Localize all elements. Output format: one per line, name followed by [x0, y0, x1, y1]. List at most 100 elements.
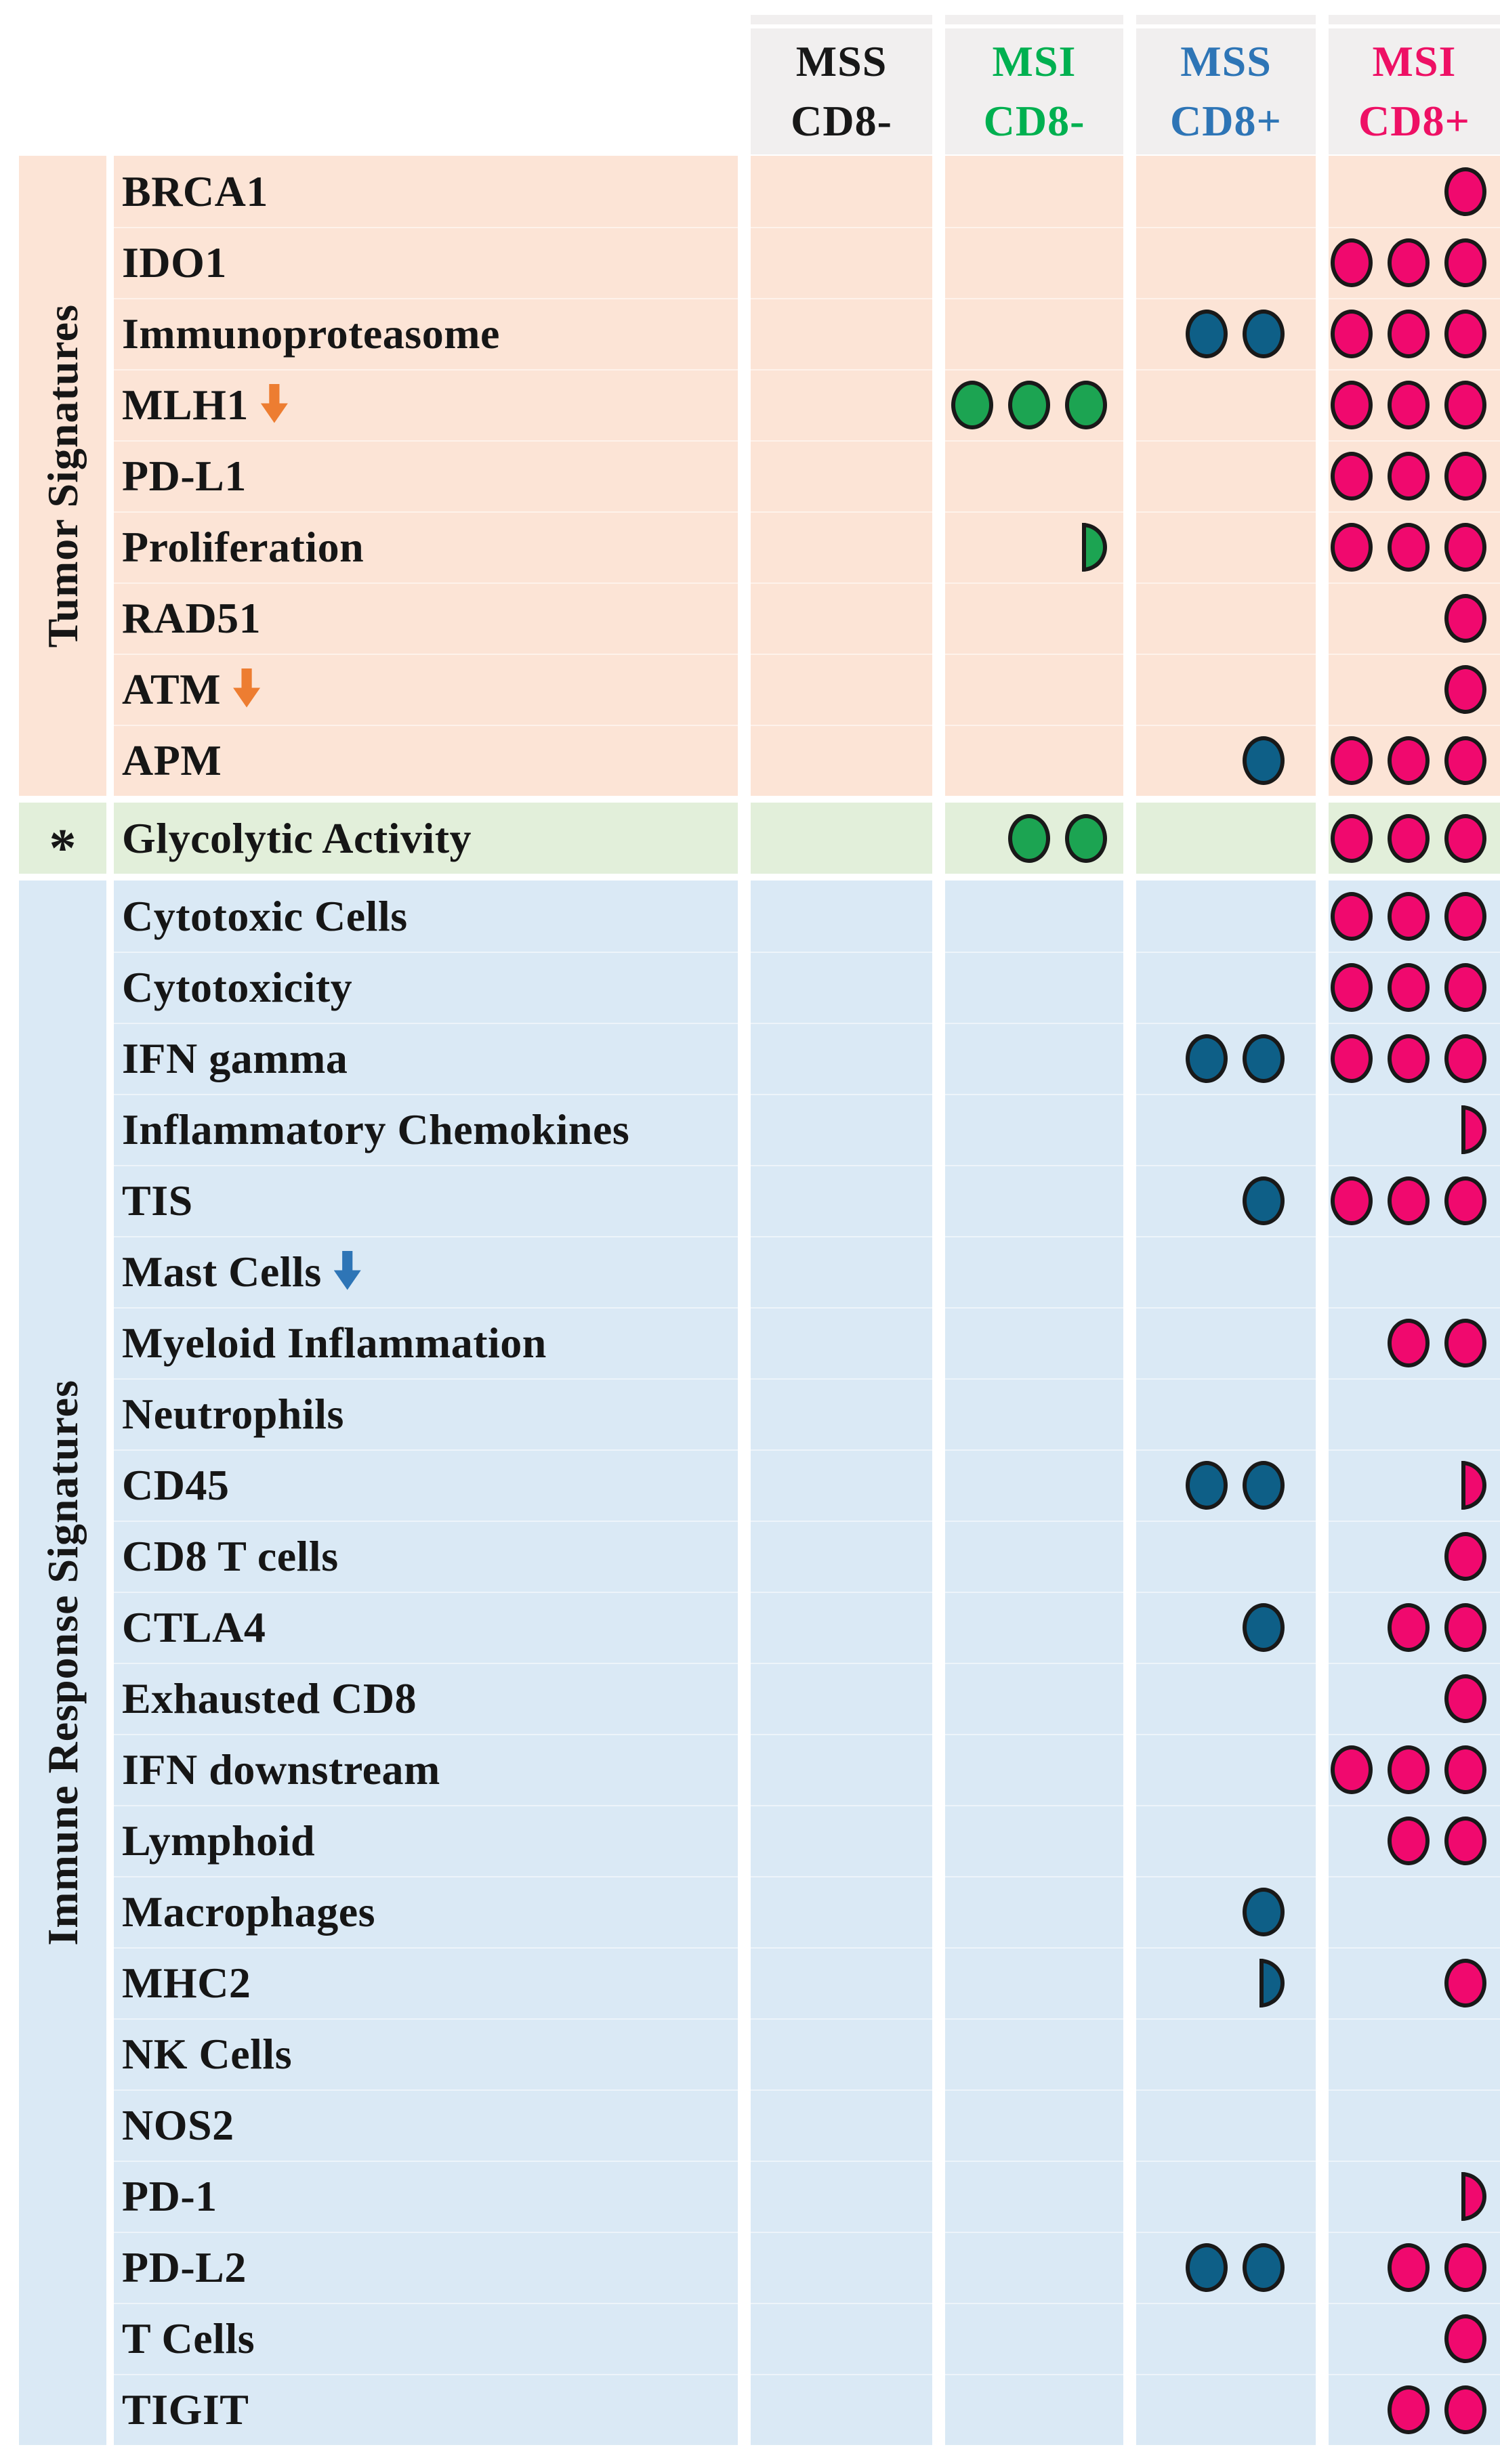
- matrix-cell-mss-cd8pos: [1136, 1236, 1316, 1307]
- row-label-text: Proliferation: [122, 522, 364, 571]
- significance-dot: [1388, 1318, 1430, 1367]
- column-header-line1: MSS: [1180, 37, 1272, 85]
- matrix-cell-mss-cd8pos: [1136, 2232, 1316, 2303]
- matrix-cell-mss-cd8neg: [751, 369, 932, 440]
- row-label: Exhausted CD8: [114, 1663, 738, 1734]
- matrix-cell-mss-cd8neg: [751, 2161, 932, 2232]
- signature-row: PD-L1: [114, 440, 1500, 511]
- matrix-cell-msi-cd8neg: [945, 2232, 1123, 2303]
- matrix-cell-msi-cd8pos: [1329, 156, 1500, 227]
- matrix-cell-msi-cd8pos: [1329, 1449, 1500, 1521]
- row-label: NOS2: [114, 2089, 738, 2161]
- matrix-cell-mss-cd8neg: [751, 725, 932, 796]
- column-header-line2: CD8-: [983, 97, 1085, 145]
- signature-row: APM: [114, 725, 1500, 796]
- matrix-cell-mss-cd8pos: [1136, 1521, 1316, 1592]
- row-label: TIGIT: [114, 2374, 738, 2445]
- significance-dot: [1388, 891, 1430, 941]
- matrix-cell-mss-cd8pos: [1136, 1023, 1316, 1094]
- significance-dot: [1243, 1176, 1285, 1225]
- matrix-cell-mss-cd8neg: [751, 511, 932, 582]
- matrix-cell-msi-cd8neg: [945, 1236, 1123, 1307]
- matrix-cell-msi-cd8neg: [945, 952, 1123, 1023]
- matrix-cell-msi-cd8pos: [1329, 880, 1500, 952]
- significance-dot: [1186, 1460, 1228, 1510]
- significance-dot: [1388, 1176, 1430, 1225]
- half-significance-dot: [1461, 1460, 1486, 1510]
- matrix-cell-mss-cd8neg: [751, 1734, 932, 1805]
- significance-dot: [1388, 1816, 1430, 1865]
- signature-row: Mast Cells: [114, 1236, 1500, 1307]
- row-label-text: T Cells: [122, 2314, 255, 2362]
- signature-row: T Cells: [114, 2303, 1500, 2374]
- matrix-cell-mss-cd8neg: [751, 1236, 932, 1307]
- matrix-cell-msi-cd8neg: [945, 654, 1123, 725]
- significance-dot: [1388, 962, 1430, 1012]
- row-label-text: TIGIT: [122, 2385, 249, 2434]
- matrix-cell-mss-cd8neg: [751, 582, 932, 654]
- row-label-text: Inflammatory Chemokines: [122, 1105, 630, 1153]
- row-label: CD8 T cells: [114, 1521, 738, 1592]
- significance-dot: [1444, 593, 1486, 643]
- row-label-text: Myeloid Inflammation: [122, 1318, 547, 1367]
- row-label: Glycolytic Activity: [114, 803, 738, 874]
- matrix-cell-mss-cd8pos: [1136, 1307, 1316, 1378]
- matrix-cell-msi-cd8neg: [945, 1592, 1123, 1663]
- significance-dot: [1444, 736, 1486, 785]
- group-label-immune-response-signatures: Immune Response Signatures: [38, 1380, 87, 1946]
- column-header-mss-cd8pos: MSS CD8+: [1136, 15, 1316, 154]
- matrix-cell-mss-cd8pos: [1136, 1805, 1316, 1876]
- column-header-line2: CD8+: [1170, 97, 1282, 145]
- matrix-cell-msi-cd8neg: [945, 2018, 1123, 2089]
- matrix-cell-msi-cd8pos: [1329, 298, 1500, 369]
- row-label-text: CD8 T cells: [122, 1531, 339, 1580]
- matrix-cell-msi-cd8pos: [1329, 1165, 1500, 1236]
- row-label-text: TIS: [122, 1176, 193, 1225]
- row-label: T Cells: [114, 2303, 738, 2374]
- significance-dot: [1388, 309, 1430, 358]
- row-label: Macrophages: [114, 1876, 738, 1947]
- matrix-cell-mss-cd8neg: [751, 654, 932, 725]
- row-label-text: PD-1: [122, 2171, 217, 2220]
- section-gap: [114, 796, 1500, 803]
- matrix-cell-msi-cd8neg: [945, 227, 1123, 298]
- signature-row: PD-L2: [114, 2232, 1500, 2303]
- matrix-cell-mss-cd8pos: [1136, 156, 1316, 227]
- significance-dot: [1243, 2243, 1285, 2292]
- signature-row: NOS2: [114, 2089, 1500, 2161]
- matrix-cell-msi-cd8neg: [945, 2089, 1123, 2161]
- significance-dot: [1444, 1674, 1486, 1723]
- significance-dot: [1444, 664, 1486, 714]
- matrix-cell-msi-cd8pos: [1329, 803, 1500, 874]
- matrix-cell-msi-cd8neg: [945, 440, 1123, 511]
- signature-row: Cytotoxic Cells: [114, 880, 1500, 952]
- row-label-text: Glycolytic Activity: [122, 813, 472, 862]
- significance-dot: [1444, 380, 1486, 429]
- matrix-cell-mss-cd8neg: [751, 2374, 932, 2445]
- significance-dot: [1444, 167, 1486, 216]
- significance-dot: [1243, 1460, 1285, 1510]
- row-label-text: Mast Cells: [122, 1247, 322, 1296]
- matrix-cell-msi-cd8pos: [1329, 1734, 1500, 1805]
- signature-row: IDO1: [114, 227, 1500, 298]
- significance-dot: [1444, 1745, 1486, 1794]
- significance-dot: [1444, 2314, 1486, 2363]
- significance-dot: [1444, 813, 1486, 863]
- matrix-cell-msi-cd8neg: [945, 298, 1123, 369]
- signature-row: Inflammatory Chemokines: [114, 1094, 1500, 1165]
- matrix-cell-mss-cd8pos: [1136, 880, 1316, 952]
- half-significance-dot: [1082, 522, 1107, 572]
- signature-row: Exhausted CD8: [114, 1663, 1500, 1734]
- row-label: IDO1: [114, 227, 738, 298]
- row-label-text: ATM: [122, 664, 222, 713]
- row-label: NK Cells: [114, 2018, 738, 2089]
- matrix-cell-msi-cd8pos: [1329, 654, 1500, 725]
- significance-dot: [1388, 380, 1430, 429]
- row-label: Immunoproteasome: [114, 298, 738, 369]
- row-label: IFN gamma: [114, 1023, 738, 1094]
- signature-row: Glycolytic Activity: [114, 803, 1500, 874]
- signature-row: TIGIT: [114, 2374, 1500, 2445]
- signature-row: Proliferation: [114, 511, 1500, 582]
- matrix-cell-mss-cd8pos: [1136, 2089, 1316, 2161]
- significance-dot: [1444, 1816, 1486, 1865]
